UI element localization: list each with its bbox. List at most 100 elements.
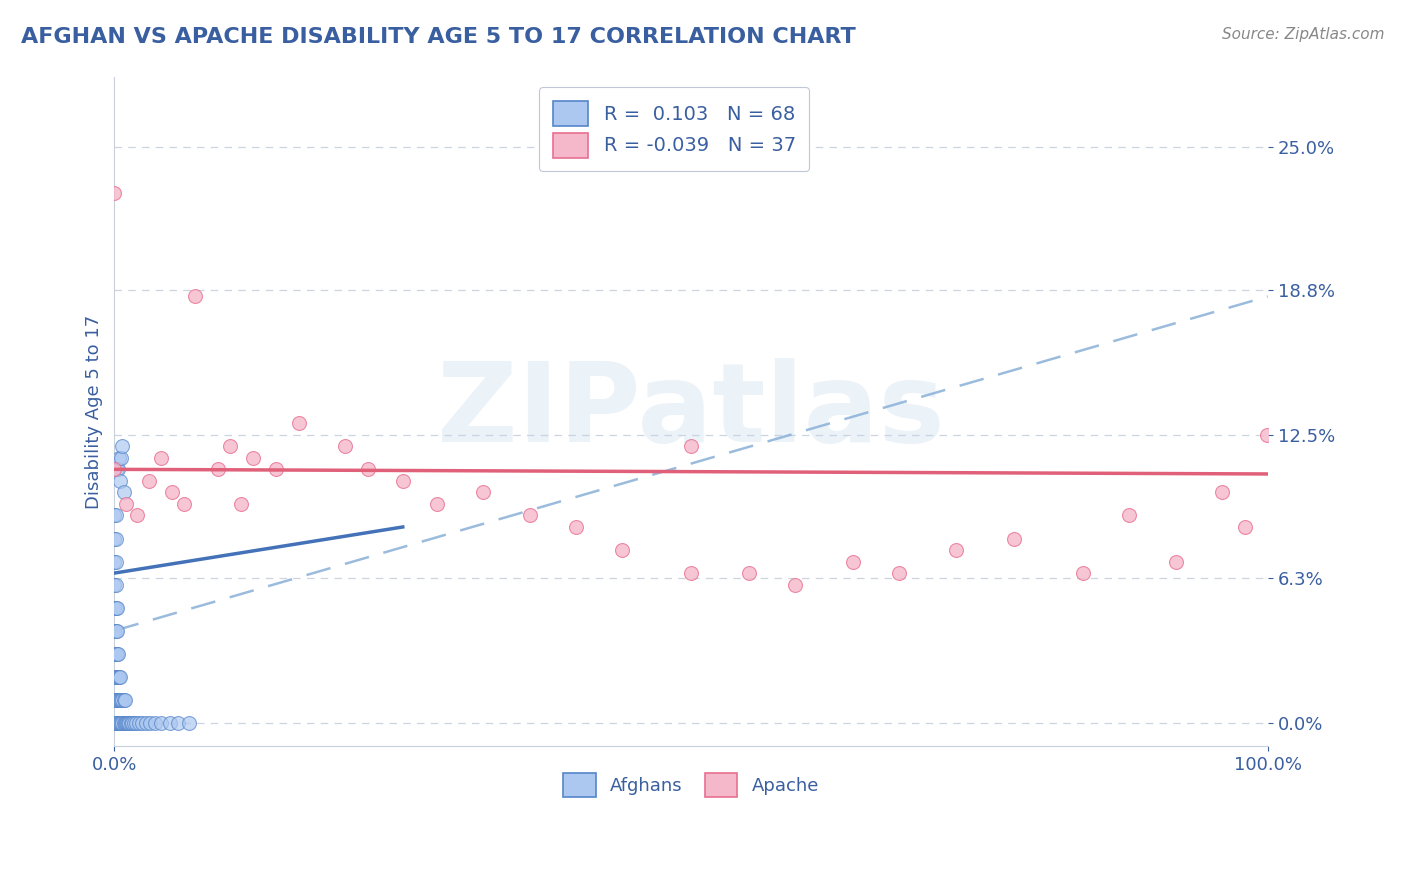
- Point: [159, 715, 181, 730]
- Point: [107, 462, 129, 476]
- Point: [841, 555, 863, 569]
- Point: [610, 543, 633, 558]
- Point: [107, 647, 129, 661]
- Point: [1164, 555, 1187, 569]
- Point: [115, 497, 138, 511]
- Point: [149, 450, 172, 465]
- Point: [122, 715, 145, 730]
- Point: [115, 715, 138, 730]
- Point: [107, 693, 129, 707]
- Point: [1211, 485, 1233, 500]
- Point: [104, 647, 127, 661]
- Point: [565, 520, 588, 534]
- Point: [357, 462, 380, 476]
- Point: [1071, 566, 1094, 580]
- Point: [111, 715, 134, 730]
- Point: [108, 450, 131, 465]
- Point: [103, 462, 125, 476]
- Point: [115, 715, 138, 730]
- Point: [108, 715, 131, 730]
- Point: [288, 416, 311, 430]
- Point: [103, 715, 125, 730]
- Point: [103, 577, 125, 591]
- Point: [945, 543, 967, 558]
- Point: [105, 670, 128, 684]
- Point: [107, 670, 129, 684]
- Point: [103, 508, 125, 523]
- Point: [104, 577, 127, 591]
- Point: [887, 566, 910, 580]
- Point: [108, 474, 131, 488]
- Point: [105, 647, 128, 661]
- Point: [111, 693, 134, 707]
- Text: Source: ZipAtlas.com: Source: ZipAtlas.com: [1222, 27, 1385, 42]
- Point: [426, 497, 449, 511]
- Point: [1118, 508, 1140, 523]
- Point: [105, 624, 128, 638]
- Point: [112, 485, 135, 500]
- Point: [135, 715, 157, 730]
- Point: [138, 474, 160, 488]
- Point: [184, 289, 207, 303]
- Point: [333, 439, 356, 453]
- Point: [103, 186, 125, 200]
- Point: [264, 462, 287, 476]
- Point: [104, 532, 127, 546]
- Point: [112, 715, 135, 730]
- Point: [104, 670, 127, 684]
- Point: [179, 715, 201, 730]
- Point: [104, 715, 127, 730]
- Point: [519, 508, 541, 523]
- Point: [104, 693, 127, 707]
- Point: [108, 670, 131, 684]
- Point: [681, 566, 703, 580]
- Point: [160, 485, 183, 500]
- Point: [218, 439, 240, 453]
- Point: [1256, 427, 1278, 442]
- Point: [111, 439, 134, 453]
- Point: [103, 555, 125, 569]
- Point: [105, 462, 128, 476]
- Point: [120, 715, 142, 730]
- Point: [108, 715, 131, 730]
- Point: [472, 485, 495, 500]
- Point: [108, 693, 131, 707]
- Point: [103, 624, 125, 638]
- Point: [139, 715, 162, 730]
- Point: [121, 715, 143, 730]
- Point: [103, 647, 125, 661]
- Point: [783, 577, 806, 591]
- Point: [110, 450, 132, 465]
- Point: [143, 715, 166, 730]
- Point: [105, 600, 128, 615]
- Point: [104, 508, 127, 523]
- Point: [107, 715, 129, 730]
- Text: AFGHAN VS APACHE DISABILITY AGE 5 TO 17 CORRELATION CHART: AFGHAN VS APACHE DISABILITY AGE 5 TO 17 …: [21, 27, 856, 46]
- Point: [149, 715, 172, 730]
- Point: [104, 555, 127, 569]
- Point: [105, 715, 128, 730]
- Point: [1233, 520, 1256, 534]
- Point: [231, 497, 253, 511]
- Point: [110, 693, 132, 707]
- Point: [681, 439, 703, 453]
- Point: [738, 566, 761, 580]
- Point: [117, 715, 139, 730]
- Point: [104, 600, 127, 615]
- Point: [118, 715, 141, 730]
- Point: [114, 693, 136, 707]
- Point: [391, 474, 413, 488]
- Point: [103, 670, 125, 684]
- Point: [242, 450, 264, 465]
- Point: [173, 497, 195, 511]
- Point: [1002, 532, 1025, 546]
- Point: [114, 715, 136, 730]
- Point: [104, 624, 127, 638]
- Point: [166, 715, 188, 730]
- Point: [125, 715, 148, 730]
- Point: [110, 715, 132, 730]
- Legend: Afghans, Apache: Afghans, Apache: [557, 766, 827, 804]
- Point: [103, 693, 125, 707]
- Point: [103, 600, 125, 615]
- Point: [112, 693, 135, 707]
